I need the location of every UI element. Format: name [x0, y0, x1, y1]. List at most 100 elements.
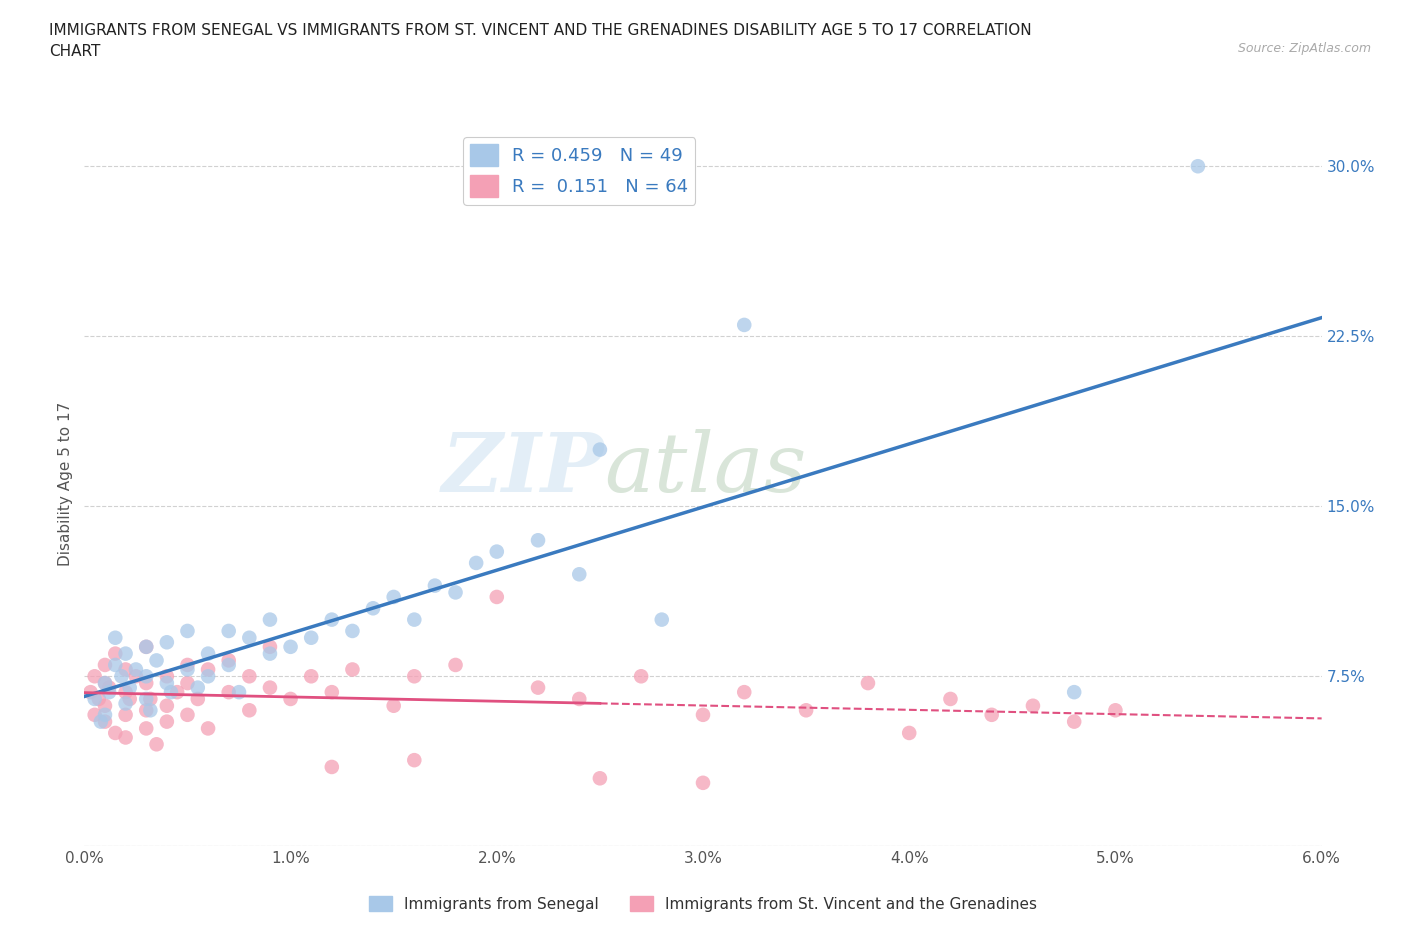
Point: [733, 684, 755, 699]
Point: [259, 646, 281, 661]
Point: [83, 708, 105, 723]
Point: [342, 623, 364, 638]
Point: [404, 752, 426, 767]
Point: [1104, 703, 1126, 718]
Point: [382, 698, 405, 713]
Point: [118, 680, 141, 695]
Point: [404, 669, 426, 684]
Point: [228, 684, 250, 699]
Point: [444, 585, 467, 600]
Point: [280, 640, 302, 655]
Point: [527, 533, 550, 548]
Point: [125, 669, 148, 684]
Point: [176, 662, 198, 677]
Point: [197, 669, 219, 684]
Point: [104, 646, 127, 661]
Point: [980, 708, 1002, 723]
Point: [145, 653, 167, 668]
Point: [135, 640, 157, 655]
Point: [218, 684, 240, 699]
Point: [145, 737, 167, 751]
Point: [1063, 684, 1085, 699]
Point: [135, 703, 157, 718]
Text: IMMIGRANTS FROM SENEGAL VS IMMIGRANTS FROM ST. VINCENT AND THE GRENADINES DISABI: IMMIGRANTS FROM SENEGAL VS IMMIGRANTS FR…: [49, 23, 1032, 60]
Point: [104, 658, 127, 672]
Point: [1022, 698, 1045, 713]
Point: [156, 669, 179, 684]
Point: [568, 567, 591, 582]
Y-axis label: Disability Age 5 to 17: Disability Age 5 to 17: [58, 402, 73, 565]
Point: [692, 776, 714, 790]
Point: [485, 544, 508, 559]
Point: [361, 601, 384, 616]
Point: [238, 703, 260, 718]
Point: [110, 669, 132, 684]
Point: [568, 692, 591, 707]
Point: [218, 653, 240, 668]
Legend: R = 0.459   N = 49, R =  0.151   N = 64: R = 0.459 N = 49, R = 0.151 N = 64: [463, 138, 696, 205]
Point: [176, 623, 198, 638]
Point: [856, 675, 879, 690]
Point: [238, 669, 260, 684]
Point: [527, 680, 550, 695]
Point: [79, 684, 101, 699]
Point: [125, 662, 148, 677]
Point: [465, 555, 488, 570]
Point: [139, 703, 162, 718]
Point: [94, 675, 117, 690]
Point: [135, 692, 157, 707]
Point: [218, 658, 240, 672]
Point: [299, 669, 322, 684]
Point: [423, 578, 446, 593]
Point: [197, 662, 219, 677]
Point: [83, 692, 105, 707]
Point: [104, 725, 127, 740]
Point: [176, 675, 198, 690]
Point: [87, 692, 110, 707]
Point: [280, 692, 302, 707]
Point: [218, 623, 240, 638]
Point: [321, 760, 343, 775]
Legend: Immigrants from Senegal, Immigrants from St. Vincent and the Grenadines: Immigrants from Senegal, Immigrants from…: [363, 889, 1043, 918]
Point: [114, 696, 136, 711]
Point: [94, 708, 117, 723]
Text: ZIP: ZIP: [441, 429, 605, 509]
Point: [794, 703, 817, 718]
Point: [176, 708, 198, 723]
Point: [382, 590, 405, 604]
Point: [485, 590, 508, 604]
Text: Source: ZipAtlas.com: Source: ZipAtlas.com: [1237, 42, 1371, 55]
Point: [160, 684, 183, 699]
Point: [589, 771, 612, 786]
Point: [156, 698, 179, 713]
Point: [259, 640, 281, 655]
Point: [259, 612, 281, 627]
Point: [1187, 159, 1209, 174]
Text: atlas: atlas: [605, 429, 807, 509]
Point: [114, 730, 136, 745]
Point: [98, 680, 121, 695]
Point: [156, 675, 179, 690]
Point: [589, 442, 612, 457]
Point: [259, 680, 281, 695]
Point: [342, 662, 364, 677]
Point: [114, 708, 136, 723]
Point: [135, 675, 157, 690]
Point: [114, 662, 136, 677]
Point: [90, 714, 112, 729]
Point: [135, 721, 157, 736]
Point: [176, 658, 198, 672]
Point: [939, 692, 962, 707]
Point: [94, 658, 117, 672]
Point: [321, 612, 343, 627]
Point: [197, 721, 219, 736]
Point: [404, 612, 426, 627]
Point: [898, 725, 921, 740]
Point: [156, 635, 179, 650]
Point: [135, 640, 157, 655]
Point: [135, 669, 157, 684]
Point: [733, 317, 755, 332]
Point: [444, 658, 467, 672]
Point: [238, 631, 260, 645]
Point: [139, 692, 162, 707]
